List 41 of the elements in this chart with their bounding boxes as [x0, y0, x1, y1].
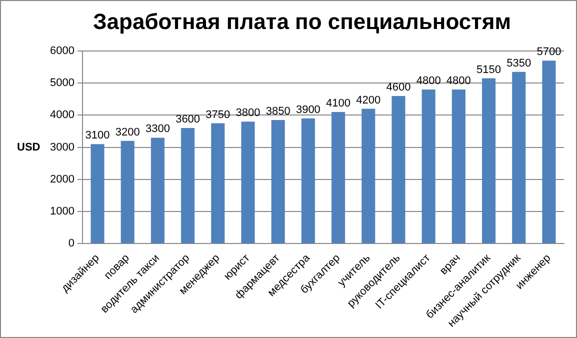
bar: [332, 112, 346, 244]
bar: [392, 96, 406, 244]
bar: [452, 90, 466, 244]
data-label: 3850: [266, 106, 290, 118]
data-label: 4800: [446, 75, 471, 88]
bar: [422, 90, 436, 244]
bar: [362, 108, 376, 244]
data-label: 4200: [356, 94, 381, 106]
data-label: 3750: [206, 108, 230, 121]
y-tick-label: 6000: [50, 45, 74, 58]
y-tick-label: 1000: [50, 206, 74, 218]
y-tick-label: 2000: [50, 173, 74, 186]
bar: [241, 122, 255, 244]
data-label: 4800: [416, 75, 441, 88]
data-label: 5700: [536, 46, 562, 58]
bar: [120, 140, 134, 244]
y-tick-label: 5000: [50, 77, 74, 90]
data-label: 3200: [115, 126, 140, 138]
bar: [271, 120, 285, 244]
bar: [512, 72, 526, 244]
bar: [150, 138, 164, 244]
y-tick-label: 3000: [50, 141, 74, 154]
data-label: 4100: [326, 98, 351, 110]
chart-title: Заработная плата по специальностям: [93, 9, 511, 35]
bar: [181, 128, 195, 244]
data-label: 3600: [176, 114, 200, 126]
bar: [482, 78, 496, 244]
data-label: 3300: [145, 123, 170, 136]
y-tick-label: 4000: [50, 109, 74, 122]
y-tick-label: 0: [68, 238, 74, 250]
data-label: 3900: [296, 104, 320, 116]
data-label: 5150: [476, 64, 502, 76]
y-axis-title: USD: [17, 141, 40, 154]
bar: [90, 144, 104, 244]
data-label: 5350: [506, 57, 532, 70]
bar: [542, 60, 556, 244]
data-label: 4600: [386, 81, 411, 94]
data-label: 3800: [236, 107, 260, 120]
bar: [211, 123, 225, 244]
data-label: 3100: [85, 130, 110, 142]
bar: [301, 118, 315, 244]
